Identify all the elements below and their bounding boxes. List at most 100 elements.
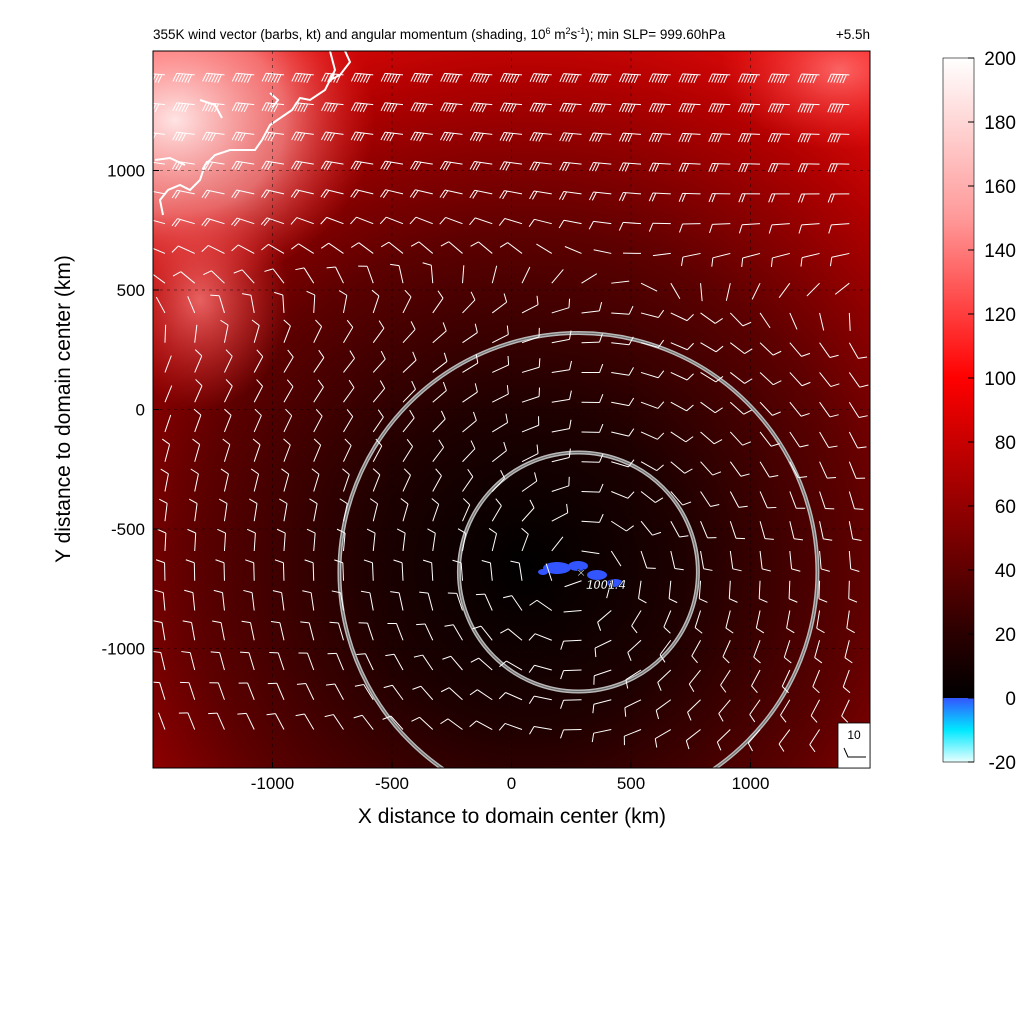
wind-barb [431,498,440,522]
barb-flag [233,218,241,227]
wind-barb [440,102,463,113]
barb-flag [588,162,594,171]
barb-flag [210,294,220,297]
barb-flag [627,74,633,83]
barb-shaft [313,533,316,552]
barb-flag [589,132,594,142]
wind-barb [252,438,261,462]
barb-shaft [224,355,233,373]
barb-flag [800,103,806,113]
barb-flag [773,163,779,173]
wind-barb [781,669,791,694]
wind-barb [551,503,569,522]
barb-flag [660,104,666,113]
wind-barb [678,162,701,173]
barb-shaft [563,219,582,225]
wind-barb [372,320,385,343]
barb-flag [320,242,329,249]
barb-shaft [475,217,493,225]
wind-barb [295,713,315,730]
barb-flag [809,104,815,113]
barb-flag [800,133,806,143]
barb-flag [657,370,665,379]
barb-shaft [846,610,850,629]
barb-flag [386,161,392,171]
barb-flag [638,598,647,604]
barb-flag [153,681,160,684]
barb-shaft [729,491,740,508]
barb-flag [510,560,520,564]
barb-shaft [551,338,570,344]
barb-flag [597,622,602,631]
wind-barb [209,682,225,700]
wind-barb [283,438,291,462]
barb-flag [261,131,267,141]
barb-flag [261,160,267,170]
barb-flag [300,621,310,624]
barb-flag [744,133,749,143]
barb-shaft [848,461,857,479]
barb-flag [499,132,505,141]
barb-flag [529,190,535,200]
barb-flag [143,103,147,111]
barb-flag [833,133,838,143]
title-suffix: ); min SLP= 999.60hPa [585,27,725,42]
barb-flag [681,256,684,267]
wind-barb [201,160,225,171]
barb-flag [720,104,725,113]
barb-shaft [507,628,523,641]
barb-flag [484,74,490,84]
barb-shaft [778,729,791,745]
wind-barb [827,73,850,84]
barb-flag [181,103,187,112]
barb-flag [800,163,806,173]
wind-barb [331,590,344,611]
colorbar-tick-label: 100 [984,369,1016,390]
barb-shaft [313,415,323,433]
wind-barb [718,699,731,722]
wind-barb [469,131,493,142]
barb-flag [495,498,502,507]
barb-flag [366,528,376,534]
wind-barb [730,342,753,355]
barb-flag [412,161,419,170]
wind-barb [560,729,582,739]
barb-flag [263,190,270,199]
barb-shaft [819,401,831,418]
barb-flag [325,683,335,686]
wind-barb [295,267,315,284]
barb-flag [592,73,597,83]
wind-barb [551,448,571,463]
barb-shaft [342,562,344,581]
barb-flag [205,102,210,112]
barb-flag [499,190,505,199]
barb-flag [474,383,478,393]
wind-barb [366,528,376,552]
wind-barb [670,520,689,538]
barb-flag [231,189,238,198]
barb-shaft [718,699,731,714]
wind-barb [324,714,344,730]
wind-barb [281,468,290,492]
wind-barb [343,350,355,373]
barb-flag [174,190,181,199]
barb-shaft [819,312,825,331]
wind-barb [220,468,229,492]
barb-shaft [369,592,374,611]
barb-flag [679,535,689,538]
barb-flag [350,102,356,111]
barb-flag [803,133,809,143]
wind-barb [670,312,694,322]
barb-shaft [720,669,731,686]
barb-shaft [432,447,445,463]
barb-flag [591,192,597,201]
barb-flag [211,73,216,83]
wind-barb [700,342,724,353]
barb-flag [798,476,808,479]
barb-shaft [402,533,406,552]
barb-flag [628,367,634,376]
wind-barb [606,580,612,599]
wind-barb [700,372,724,383]
barb-shaft [298,243,314,254]
